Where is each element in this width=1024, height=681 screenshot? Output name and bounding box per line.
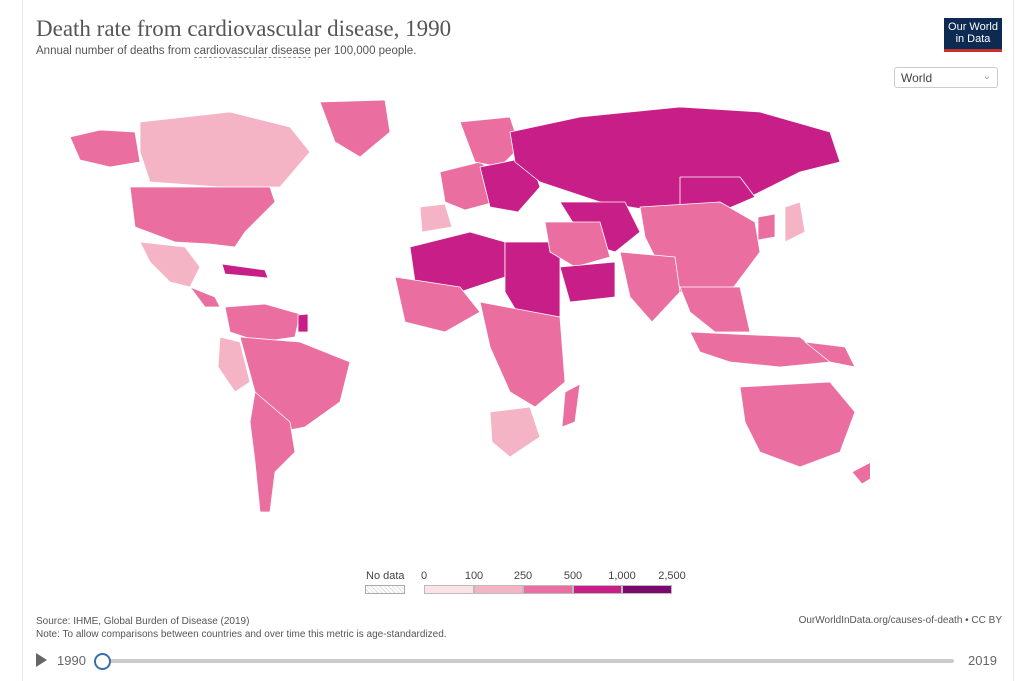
map-region[interactable] [851,452,870,485]
legend-tick-label: 2,500 [658,570,686,582]
legend-swatch[interactable] [523,585,573,594]
timeline: 1990 2019 [36,650,1002,672]
map-region[interactable] [679,286,751,333]
map-region[interactable] [129,186,276,248]
timeline-track[interactable] [104,659,954,663]
map-region[interactable] [139,241,201,288]
subtitle-suffix: per 100,000 people. [310,45,417,57]
region-select[interactable]: World ⌄ [894,67,998,88]
map-region[interactable] [619,251,681,323]
map-region[interactable] [559,261,616,303]
map-region[interactable] [561,383,581,428]
legend-no-data-swatch [365,585,405,594]
map-region[interactable] [784,201,806,243]
map-region[interactable] [224,303,301,343]
map-region[interactable] [544,221,611,268]
map-region[interactable] [489,406,541,458]
map-region[interactable] [804,341,856,368]
map-region[interactable] [757,213,776,241]
timeline-handle[interactable] [94,653,111,670]
source-text: Source: IHME, Global Burden of Disease (… [36,616,250,627]
timeline-end-year[interactable]: 2019 [968,653,997,668]
timeline-start-year[interactable]: 1990 [57,653,86,668]
logo-line-2: in Data [955,33,991,45]
map-region[interactable] [459,116,521,168]
world-map [69,99,870,513]
map-region[interactable] [394,276,481,333]
chevron-down-icon: ⌄ [982,71,991,82]
map-region[interactable] [689,331,831,368]
map-region[interactable] [739,381,856,468]
map-region[interactable] [249,391,296,513]
chart-title: Death rate from cardiovascular disease, … [36,16,452,41]
play-icon[interactable] [36,653,47,667]
legend-tick-label: 500 [563,570,583,582]
owid-logo[interactable]: Our World in Data [944,18,1002,52]
legend-swatch[interactable] [474,585,523,594]
map-region[interactable] [419,203,453,233]
legend-tick-label: 1,000 [608,570,636,582]
logo-accent-bar [944,49,1002,52]
region-select-value: World [901,71,933,85]
map-region[interactable] [509,106,841,213]
map-region[interactable] [189,286,221,308]
map-region[interactable] [479,301,566,408]
map-region[interactable] [297,313,309,333]
legend-swatch[interactable] [622,585,672,594]
map-region[interactable] [217,336,251,393]
logo-line-1: Our World [948,21,998,33]
chart-subtitle: Annual number of deaths from cardiovascu… [36,45,417,58]
legend-swatch[interactable] [573,585,622,594]
map-region[interactable] [69,129,141,168]
legend-no-data-label: No data [366,570,405,582]
subtitle-prefix: Annual number of deaths from [36,45,194,57]
map-region[interactable] [139,111,311,188]
legend-swatch[interactable] [424,585,474,594]
legend-tick-label: 0 [420,570,428,582]
map-region[interactable] [221,263,269,279]
legend-tick-label: 100 [464,570,484,582]
source-url[interactable]: OurWorldInData.org/causes-of-death • CC … [798,615,1002,626]
map-region[interactable] [319,99,391,158]
legend-tick-label: 250 [513,570,533,582]
subtitle-term-link[interactable]: cardiovascular disease [193,45,311,58]
note-text: Note: To allow comparisons between count… [36,629,447,640]
source-note: Source: IHME, Global Burden of Disease (… [36,615,447,641]
